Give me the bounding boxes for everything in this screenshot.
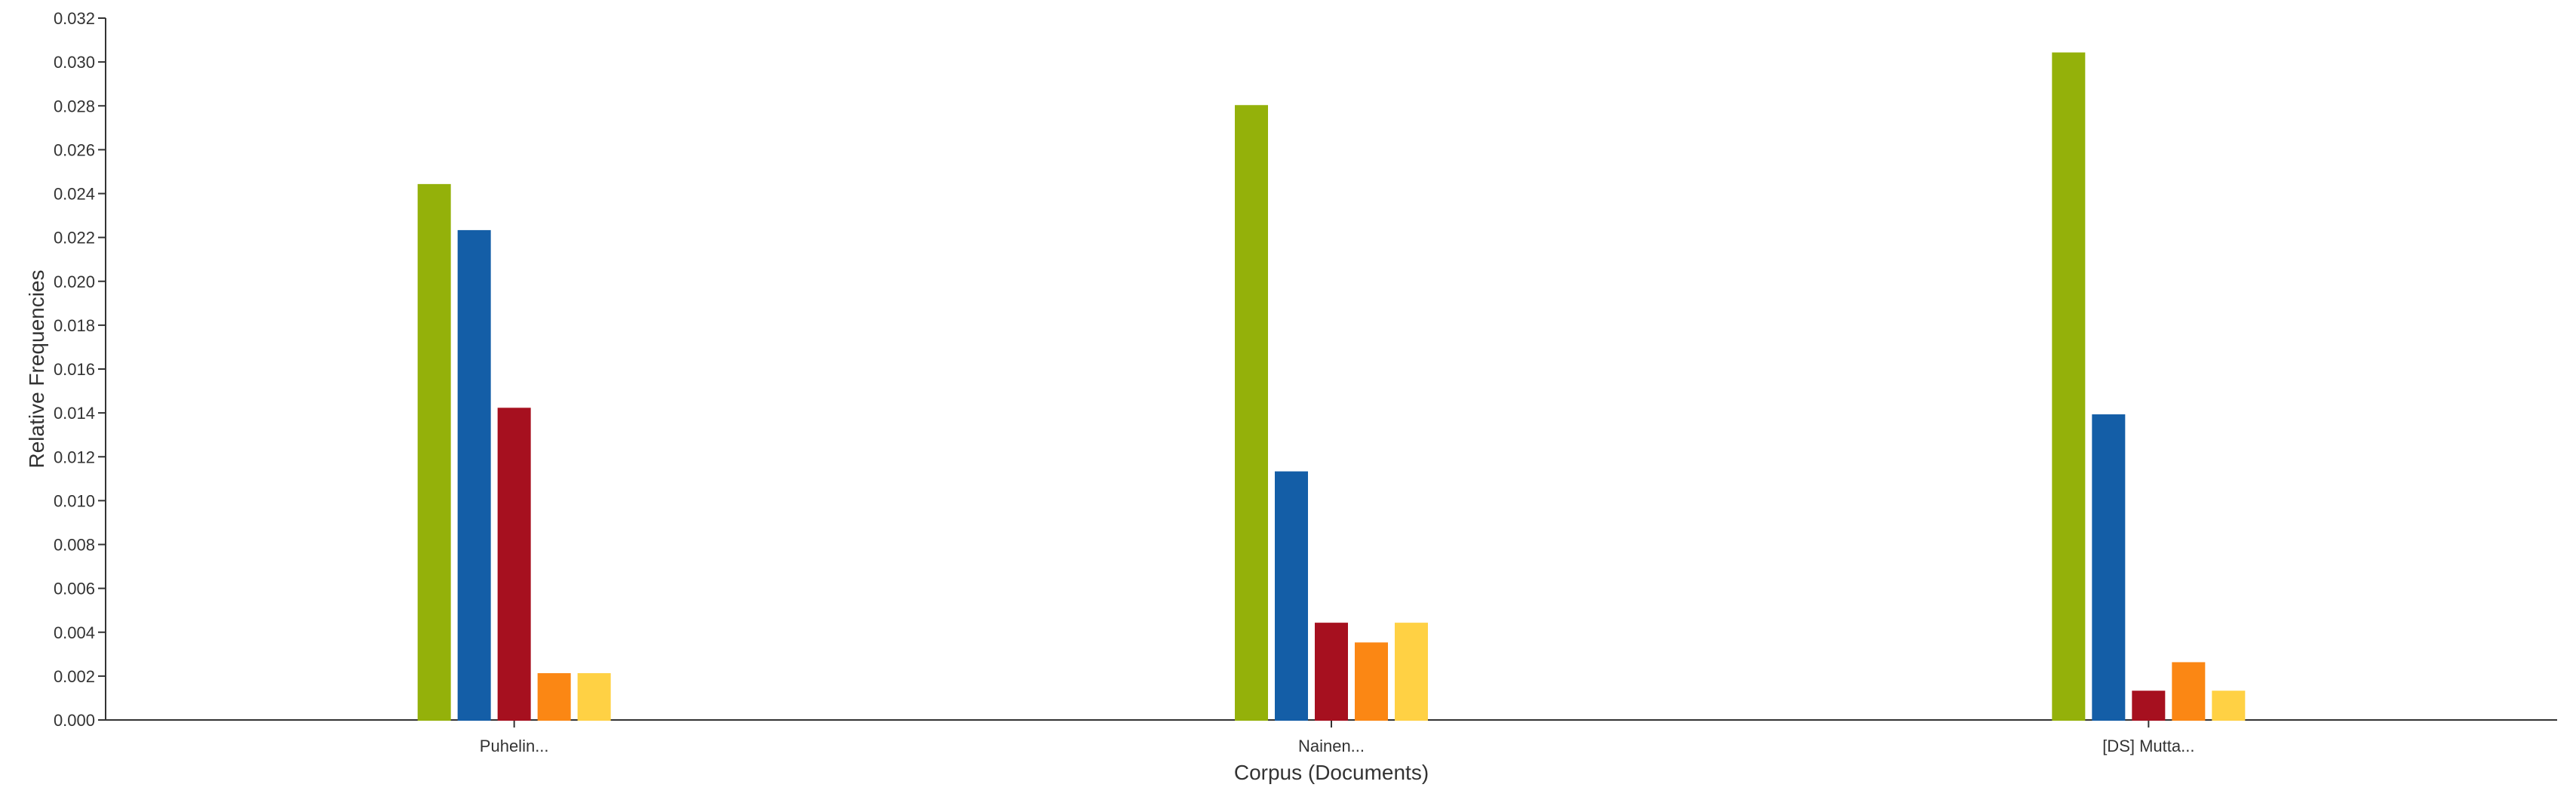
- bar-3-4[interactable]: [2172, 662, 2206, 721]
- y-tick-label: 0.020: [54, 272, 95, 291]
- bar-1-2[interactable]: [457, 229, 491, 721]
- bar-3-5[interactable]: [2212, 691, 2246, 721]
- bar-2-1[interactable]: [1235, 105, 1268, 721]
- y-tick-label: 0.028: [54, 97, 95, 115]
- bar-2-2[interactable]: [1275, 471, 1308, 721]
- bars: [417, 52, 2246, 721]
- y-tick-label: 0.026: [54, 140, 95, 159]
- bar-2-4[interactable]: [1355, 642, 1388, 721]
- y-tick-label: 0.008: [54, 536, 95, 555]
- x-tick-label: Nainen...: [1298, 737, 1365, 755]
- bar-2-3[interactable]: [1315, 623, 1348, 721]
- y-tick-label: 0.018: [54, 316, 95, 335]
- y-axis: 0.000 0.002 0.004 0.006 0.008 0.010 0.012 0.014…: [54, 9, 106, 730]
- x-tick-label: Puhelin...: [480, 737, 549, 755]
- bar-3-2[interactable]: [2092, 414, 2126, 721]
- x-ticks: Puhelin... Nainen... [DS] Mutta...: [480, 720, 2194, 755]
- y-tick-label: 0.006: [54, 580, 95, 598]
- x-axis-title: Corpus (Documents): [1234, 761, 1429, 784]
- bar-1-1[interactable]: [417, 183, 451, 721]
- bar-3-1[interactable]: [2052, 52, 2086, 721]
- y-tick-label: 0.030: [54, 53, 95, 72]
- y-tick-label: 0.004: [54, 623, 95, 642]
- y-axis-title: Relative Frequencies: [25, 269, 48, 468]
- y-tick-label: 0.002: [54, 667, 95, 686]
- bar-1-5[interactable]: [577, 672, 611, 721]
- y-tick-label: 0.024: [54, 185, 95, 204]
- y-tick-label: 0.010: [54, 491, 95, 510]
- y-tick-label: 0.022: [54, 229, 95, 248]
- bar-1-3[interactable]: [497, 408, 531, 721]
- bar-1-4[interactable]: [537, 672, 571, 721]
- y-ticks: 0.000 0.002 0.004 0.006 0.008 0.010 0.012 0.014…: [54, 9, 106, 730]
- y-tick-label: 0.000: [54, 711, 95, 730]
- y-tick-label: 0.012: [54, 448, 95, 466]
- y-tick-label: 0.032: [54, 9, 95, 28]
- x-tick-label: [DS] Mutta...: [2102, 737, 2194, 755]
- bar-3-3[interactable]: [2132, 691, 2166, 721]
- y-tick-label: 0.014: [54, 404, 95, 423]
- bar-2-5[interactable]: [1395, 623, 1428, 721]
- x-axis: Puhelin... Nainen... [DS] Mutta...: [106, 719, 2557, 755]
- y-tick-label: 0.016: [54, 360, 95, 379]
